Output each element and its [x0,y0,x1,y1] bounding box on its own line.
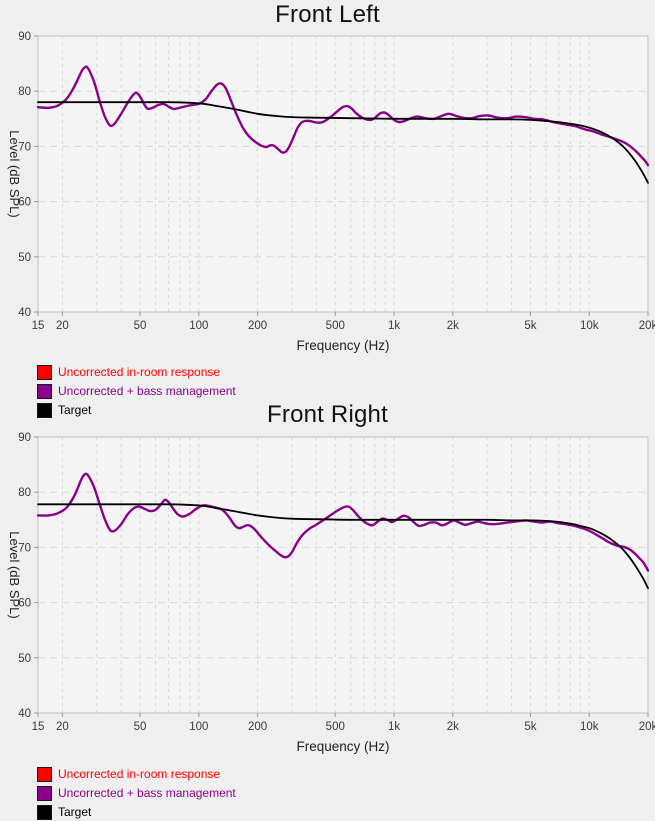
legend-front-left: Uncorrected in-room response Uncorrected… [37,363,236,420]
svg-text:Frequency (Hz): Frequency (Hz) [296,739,389,754]
legend-label: Uncorrected + bass management [58,384,236,398]
svg-text:200: 200 [248,721,267,733]
svg-text:2k: 2k [447,320,459,332]
legend-item: Target [37,401,236,420]
svg-text:1k: 1k [388,320,400,332]
svg-text:60: 60 [18,598,31,610]
svg-text:20k: 20k [639,721,655,733]
red-swatch-icon [37,365,52,380]
svg-text:20: 20 [56,721,69,733]
svg-text:90: 90 [18,31,31,43]
svg-text:50: 50 [18,252,31,264]
purple-swatch-icon [37,384,52,399]
svg-text:40: 40 [18,307,31,319]
red-swatch-icon [37,767,52,782]
legend-item: Uncorrected in-room response [37,363,236,382]
svg-text:10k: 10k [580,320,599,332]
svg-text:20: 20 [56,320,69,332]
svg-text:60: 60 [18,197,31,209]
legend-label: Uncorrected in-room response [58,365,221,379]
svg-text:15: 15 [32,320,45,332]
front-right-plot-area: 15 20 50 100 200 500 1k 2k 5k 10k 20k 90 80 70 60 50 40 F… [7,432,655,754]
svg-text:40: 40 [18,708,31,720]
legend-item: Uncorrected in-room response [37,765,236,784]
svg-text:80: 80 [18,86,31,98]
legend-label: Uncorrected in-room response [58,767,221,781]
svg-text:100: 100 [189,721,208,733]
svg-text:Frequency (Hz): Frequency (Hz) [296,338,389,353]
black-swatch-icon [37,805,52,820]
legend-label: Target [58,805,92,819]
legend-front-right: Uncorrected in-room response Uncorrected… [37,765,236,821]
svg-text:15: 15 [32,721,45,733]
svg-text:70: 70 [18,141,31,153]
svg-text:80: 80 [18,487,31,499]
svg-text:20k: 20k [639,320,655,332]
purple-swatch-icon [37,786,52,801]
svg-text:Level (dB SPL): Level (dB SPL) [7,531,22,618]
chart-title-front-right: Front Right [267,401,388,428]
svg-text:50: 50 [134,320,147,332]
svg-text:50: 50 [18,653,31,665]
svg-text:90: 90 [18,432,31,444]
legend-item: Uncorrected + bass management [37,784,236,803]
svg-text:5k: 5k [524,320,536,332]
svg-text:200: 200 [248,320,267,332]
svg-text:70: 70 [18,542,31,554]
legend-label: Uncorrected + bass management [58,786,236,800]
svg-text:500: 500 [326,320,345,332]
svg-text:5k: 5k [524,721,536,733]
svg-text:100: 100 [189,320,208,332]
svg-text:1k: 1k [388,721,400,733]
legend-label: Target [58,403,92,417]
chart-title-front-left: Front Left [275,1,380,28]
black-swatch-icon [37,403,52,418]
svg-text:500: 500 [326,721,345,733]
svg-text:50: 50 [134,721,147,733]
front-left-plot-area: 15 20 50 100 200 500 1k 2k 5k 10k 20k 90 80 70 60 50 40 F… [7,31,655,353]
svg-text:Level (dB SPL): Level (dB SPL) [7,130,22,217]
legend-item: Uncorrected + bass management [37,382,236,401]
svg-text:2k: 2k [447,721,459,733]
svg-text:10k: 10k [580,721,599,733]
legend-item: Target [37,803,236,821]
